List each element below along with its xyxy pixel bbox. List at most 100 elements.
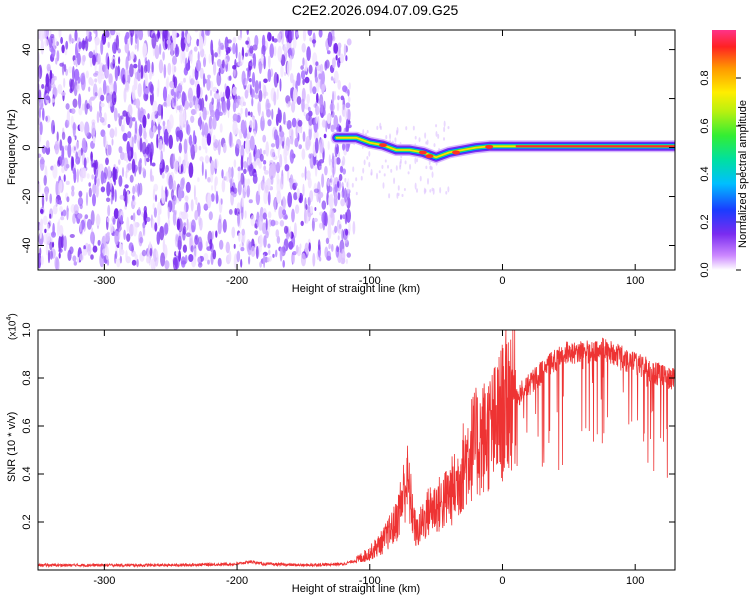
noise-speckle [67, 135, 72, 145]
noise-speckle [259, 234, 263, 248]
noise-speckle [307, 177, 312, 189]
noise-speckle [335, 158, 338, 165]
noise-speckle [334, 143, 338, 158]
noise-speckle [245, 138, 250, 155]
noise-speckle [222, 219, 227, 233]
noise-speckle [362, 129, 365, 136]
noise-speckle [154, 44, 160, 60]
noise-speckle [424, 188, 427, 193]
noise-speckle [332, 90, 335, 105]
noise-speckle [302, 131, 306, 143]
noise-speckle [360, 175, 363, 181]
noise-speckle [57, 84, 63, 94]
noise-speckle [203, 203, 209, 210]
noise-speckle [203, 57, 206, 68]
noise-speckle [296, 188, 300, 200]
noise-speckle [327, 178, 330, 187]
noise-speckle [151, 162, 156, 167]
noise-speckle [254, 243, 257, 249]
noise-speckle [225, 85, 231, 100]
noise-speckle [181, 30, 185, 39]
noise-speckle [152, 218, 155, 231]
noise-speckle [56, 131, 59, 142]
noise-speckle [205, 146, 208, 154]
noise-speckle [69, 234, 75, 238]
noise-speckle [254, 35, 259, 48]
noise-speckle [137, 106, 141, 121]
noise-speckle [91, 174, 95, 180]
noise-speckle [125, 31, 130, 40]
noise-speckle [300, 65, 304, 70]
noise-speckle [403, 188, 406, 192]
noise-speckle [279, 78, 282, 92]
x-tick-label: 0 [499, 575, 505, 587]
noise-speckle [95, 214, 101, 226]
noise-speckle [179, 110, 184, 127]
noise-speckle [129, 63, 134, 78]
noise-speckle [264, 170, 269, 175]
noise-speckle [225, 241, 230, 254]
noise-speckle [291, 30, 294, 41]
noise-speckle [345, 258, 348, 265]
noise-speckle [90, 96, 95, 101]
noise-speckle [183, 77, 186, 83]
noise-speckle [78, 190, 83, 198]
noise-speckle [162, 238, 166, 254]
noise-speckle [237, 213, 241, 227]
noise-speckle [277, 32, 282, 43]
noise-speckle [119, 226, 122, 231]
noise-speckle [435, 124, 438, 128]
figure-title: C2E2.2026.094.07.09.G25 [291, 2, 459, 18]
noise-speckle [164, 260, 170, 270]
noise-speckle [175, 43, 178, 55]
noise-speckle [50, 77, 55, 89]
noise-speckle [267, 31, 270, 40]
noise-speckle [202, 106, 207, 121]
noise-speckle [184, 38, 188, 45]
noise-speckle [337, 220, 342, 235]
noise-speckle [63, 235, 67, 252]
noise-speckle [299, 243, 302, 250]
noise-speckle [130, 51, 135, 60]
noise-speckle [68, 66, 73, 74]
noise-speckle [291, 47, 295, 57]
noise-speckle [177, 235, 182, 250]
noise-speckle [267, 68, 272, 83]
noise-speckle [289, 226, 292, 241]
noise-speckle [49, 250, 53, 260]
noise-speckle [241, 70, 246, 86]
noise-speckle [383, 173, 386, 177]
noise-speckle [368, 150, 371, 157]
noise-speckle [197, 256, 201, 264]
noise-speckle [118, 175, 123, 187]
noise-speckle [318, 256, 322, 262]
noise-speckle [180, 163, 184, 173]
noise-speckle [39, 247, 42, 256]
noise-speckle [163, 101, 167, 107]
noise-speckle [190, 245, 194, 253]
noise-speckle [284, 164, 290, 172]
noise-speckle [60, 216, 65, 221]
noise-speckle [61, 61, 65, 76]
noise-speckle [273, 46, 277, 57]
noise-speckle [275, 229, 280, 238]
noise-speckle [424, 132, 427, 139]
noise-speckle [308, 242, 311, 252]
noise-speckle [142, 114, 147, 129]
noise-speckle [92, 83, 98, 99]
noise-speckle [64, 145, 69, 151]
noise-speckle [232, 65, 237, 70]
noise-speckle [107, 124, 111, 128]
noise-speckle [45, 232, 51, 241]
noise-speckle [115, 34, 119, 51]
noise-speckle [45, 145, 51, 155]
noise-speckle [214, 52, 218, 58]
noise-speckle [131, 158, 136, 174]
noise-speckle [237, 166, 241, 172]
noise-speckle [54, 75, 57, 81]
noise-speckle [79, 121, 85, 133]
noise-speckle [395, 165, 398, 171]
noise-speckle [313, 130, 319, 140]
noise-speckle [236, 138, 242, 149]
noise-speckle [129, 55, 132, 61]
